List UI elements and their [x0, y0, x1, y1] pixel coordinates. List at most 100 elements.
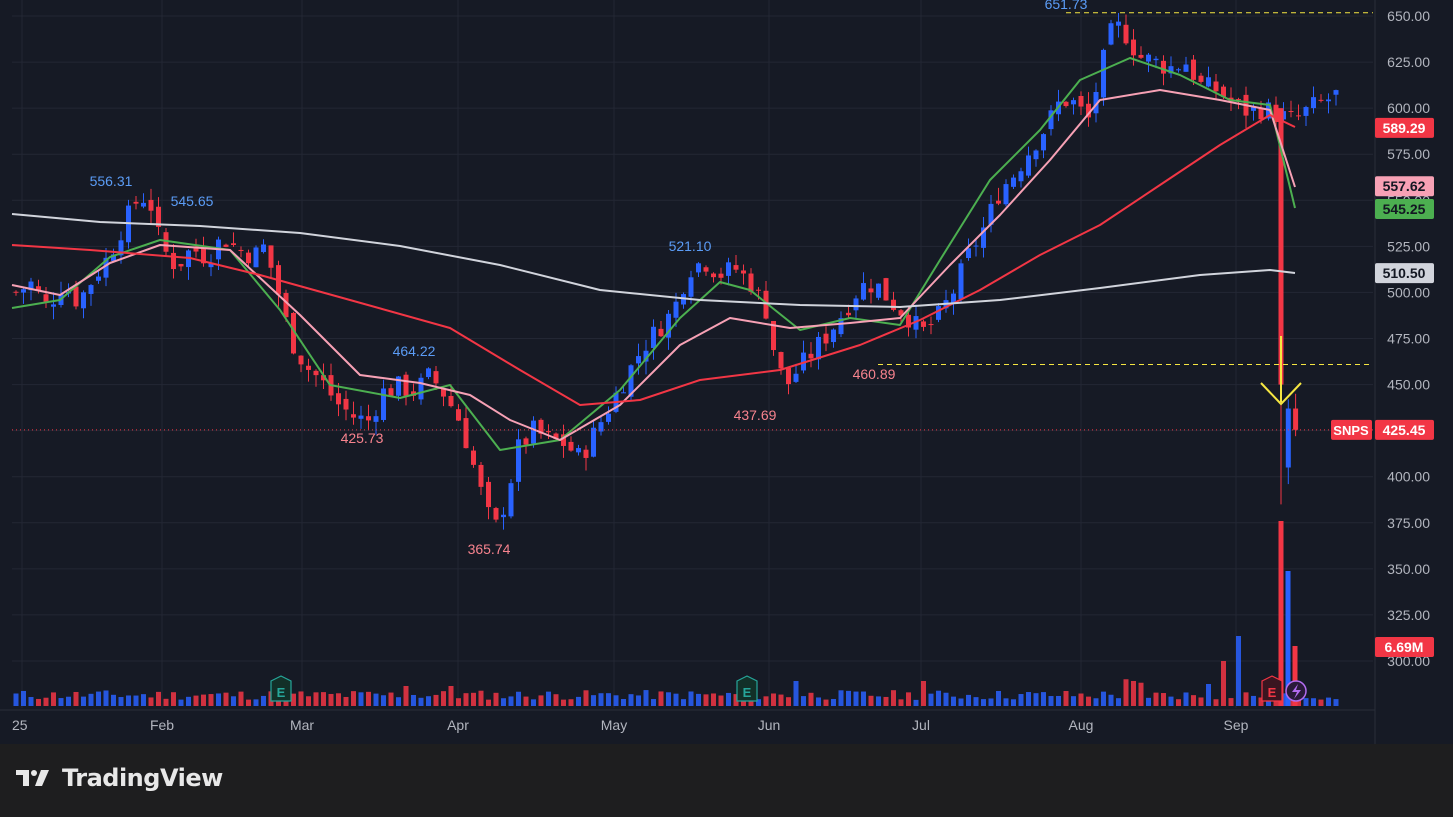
candle: [673, 301, 679, 318]
candle: [178, 264, 184, 267]
candle: [801, 352, 806, 371]
tradingview-logo-icon: [16, 770, 49, 786]
volume-bar: [583, 690, 589, 706]
candle: [906, 314, 911, 328]
candle: [88, 285, 94, 294]
volume-bar: [561, 699, 566, 706]
candle: [831, 329, 836, 343]
price-badge: [1375, 117, 1434, 138]
volume-bar: [1026, 692, 1031, 706]
volume-bar: [253, 699, 259, 706]
candle: [426, 368, 431, 378]
volume-bar: [1236, 636, 1241, 706]
volume-bar: [1123, 679, 1129, 706]
candle: [433, 371, 439, 384]
volume-bar: [868, 695, 874, 706]
price-annotation: 521.10: [669, 238, 712, 254]
x-tick-label: Feb: [150, 717, 174, 733]
y-tick-label: 400.00: [1387, 469, 1430, 485]
volume-bar: [883, 696, 889, 706]
price-chart[interactable]: 650.00625.00600.00575.00550.00525.00500.…: [0, 0, 1453, 744]
candle: [763, 290, 769, 319]
candle: [568, 441, 574, 451]
volume-bar: [1285, 571, 1291, 706]
volume-bar: [576, 696, 581, 706]
chart-panel[interactable]: 650.00625.00600.00575.00550.00525.00500.…: [0, 0, 1453, 744]
lightning-bolt: [1292, 684, 1301, 699]
volume-bar: [891, 690, 896, 706]
volume-bar: [1168, 696, 1174, 706]
volume-bar: [898, 699, 904, 706]
volume-bar: [913, 699, 919, 706]
volume-bar: [778, 694, 784, 706]
volume-bar: [246, 699, 251, 706]
ma-green-line: [11, 57, 1296, 451]
volume-bar: [966, 694, 971, 706]
volume-bar: [1018, 694, 1024, 706]
volume-bar: [306, 696, 311, 706]
volume-bar: [1333, 699, 1339, 706]
volume-bar: [538, 695, 544, 706]
volume-bar: [411, 694, 416, 706]
y-tick-label: 350.00: [1387, 561, 1430, 577]
volume-bar: [1003, 698, 1009, 706]
volume-bar: [606, 693, 611, 706]
volume-bar: [1078, 693, 1084, 706]
volume-bar: [943, 692, 949, 706]
y-tick-label: 500.00: [1387, 284, 1430, 300]
candle: [141, 202, 146, 207]
candle: [696, 263, 701, 273]
candle: [73, 286, 79, 307]
volume-bar: [148, 697, 154, 706]
candle: [861, 283, 866, 300]
candles-group: [13, 13, 1339, 530]
volume-bar: [643, 690, 649, 706]
volume-bar: [1048, 696, 1054, 706]
volume-bar: [1251, 695, 1256, 706]
candle: [666, 313, 671, 338]
volume-bar: [1318, 699, 1324, 706]
volume-bar: [1228, 698, 1234, 706]
volume-bar: [51, 692, 56, 706]
volume-bar: [448, 686, 454, 706]
volume-bar: [958, 698, 964, 706]
candle: [808, 353, 814, 359]
candle: [711, 273, 716, 278]
candle: [583, 449, 589, 458]
candle: [171, 252, 176, 270]
volume-bar: [298, 691, 304, 706]
volume-bar: [718, 695, 724, 706]
candle: [853, 298, 859, 311]
volume-bar: [531, 699, 536, 706]
volume-bar: [1191, 695, 1196, 706]
volume-bar: [1056, 695, 1061, 706]
volume-bar: [1033, 693, 1039, 706]
volume-bar: [1131, 680, 1136, 706]
volume-bar: [291, 693, 296, 706]
price-badge-label: 545.25: [1383, 201, 1426, 217]
candle: [1138, 54, 1144, 58]
candle: [1333, 90, 1339, 95]
volume-bar: [651, 699, 656, 706]
candle: [816, 336, 821, 360]
candle: [298, 355, 304, 365]
candle: [418, 377, 424, 400]
candle: [1003, 184, 1009, 205]
volume-bar: [96, 691, 101, 706]
candle: [43, 294, 49, 302]
price-badge: [1375, 199, 1434, 220]
candle: [238, 249, 244, 252]
volume-bar: [816, 697, 821, 706]
earnings-marker-label: E: [277, 685, 286, 700]
candle: [703, 267, 709, 272]
volume-bar: [688, 691, 694, 706]
candle: [471, 450, 476, 465]
candle: [163, 232, 169, 252]
volume-bar: [486, 699, 491, 706]
volume-bar: [621, 698, 626, 706]
volume-bar: [831, 698, 836, 706]
volume-bar: [1221, 661, 1226, 706]
price-badge-label: 557.62: [1383, 178, 1426, 194]
candle: [951, 293, 956, 303]
candle: [1116, 21, 1121, 26]
